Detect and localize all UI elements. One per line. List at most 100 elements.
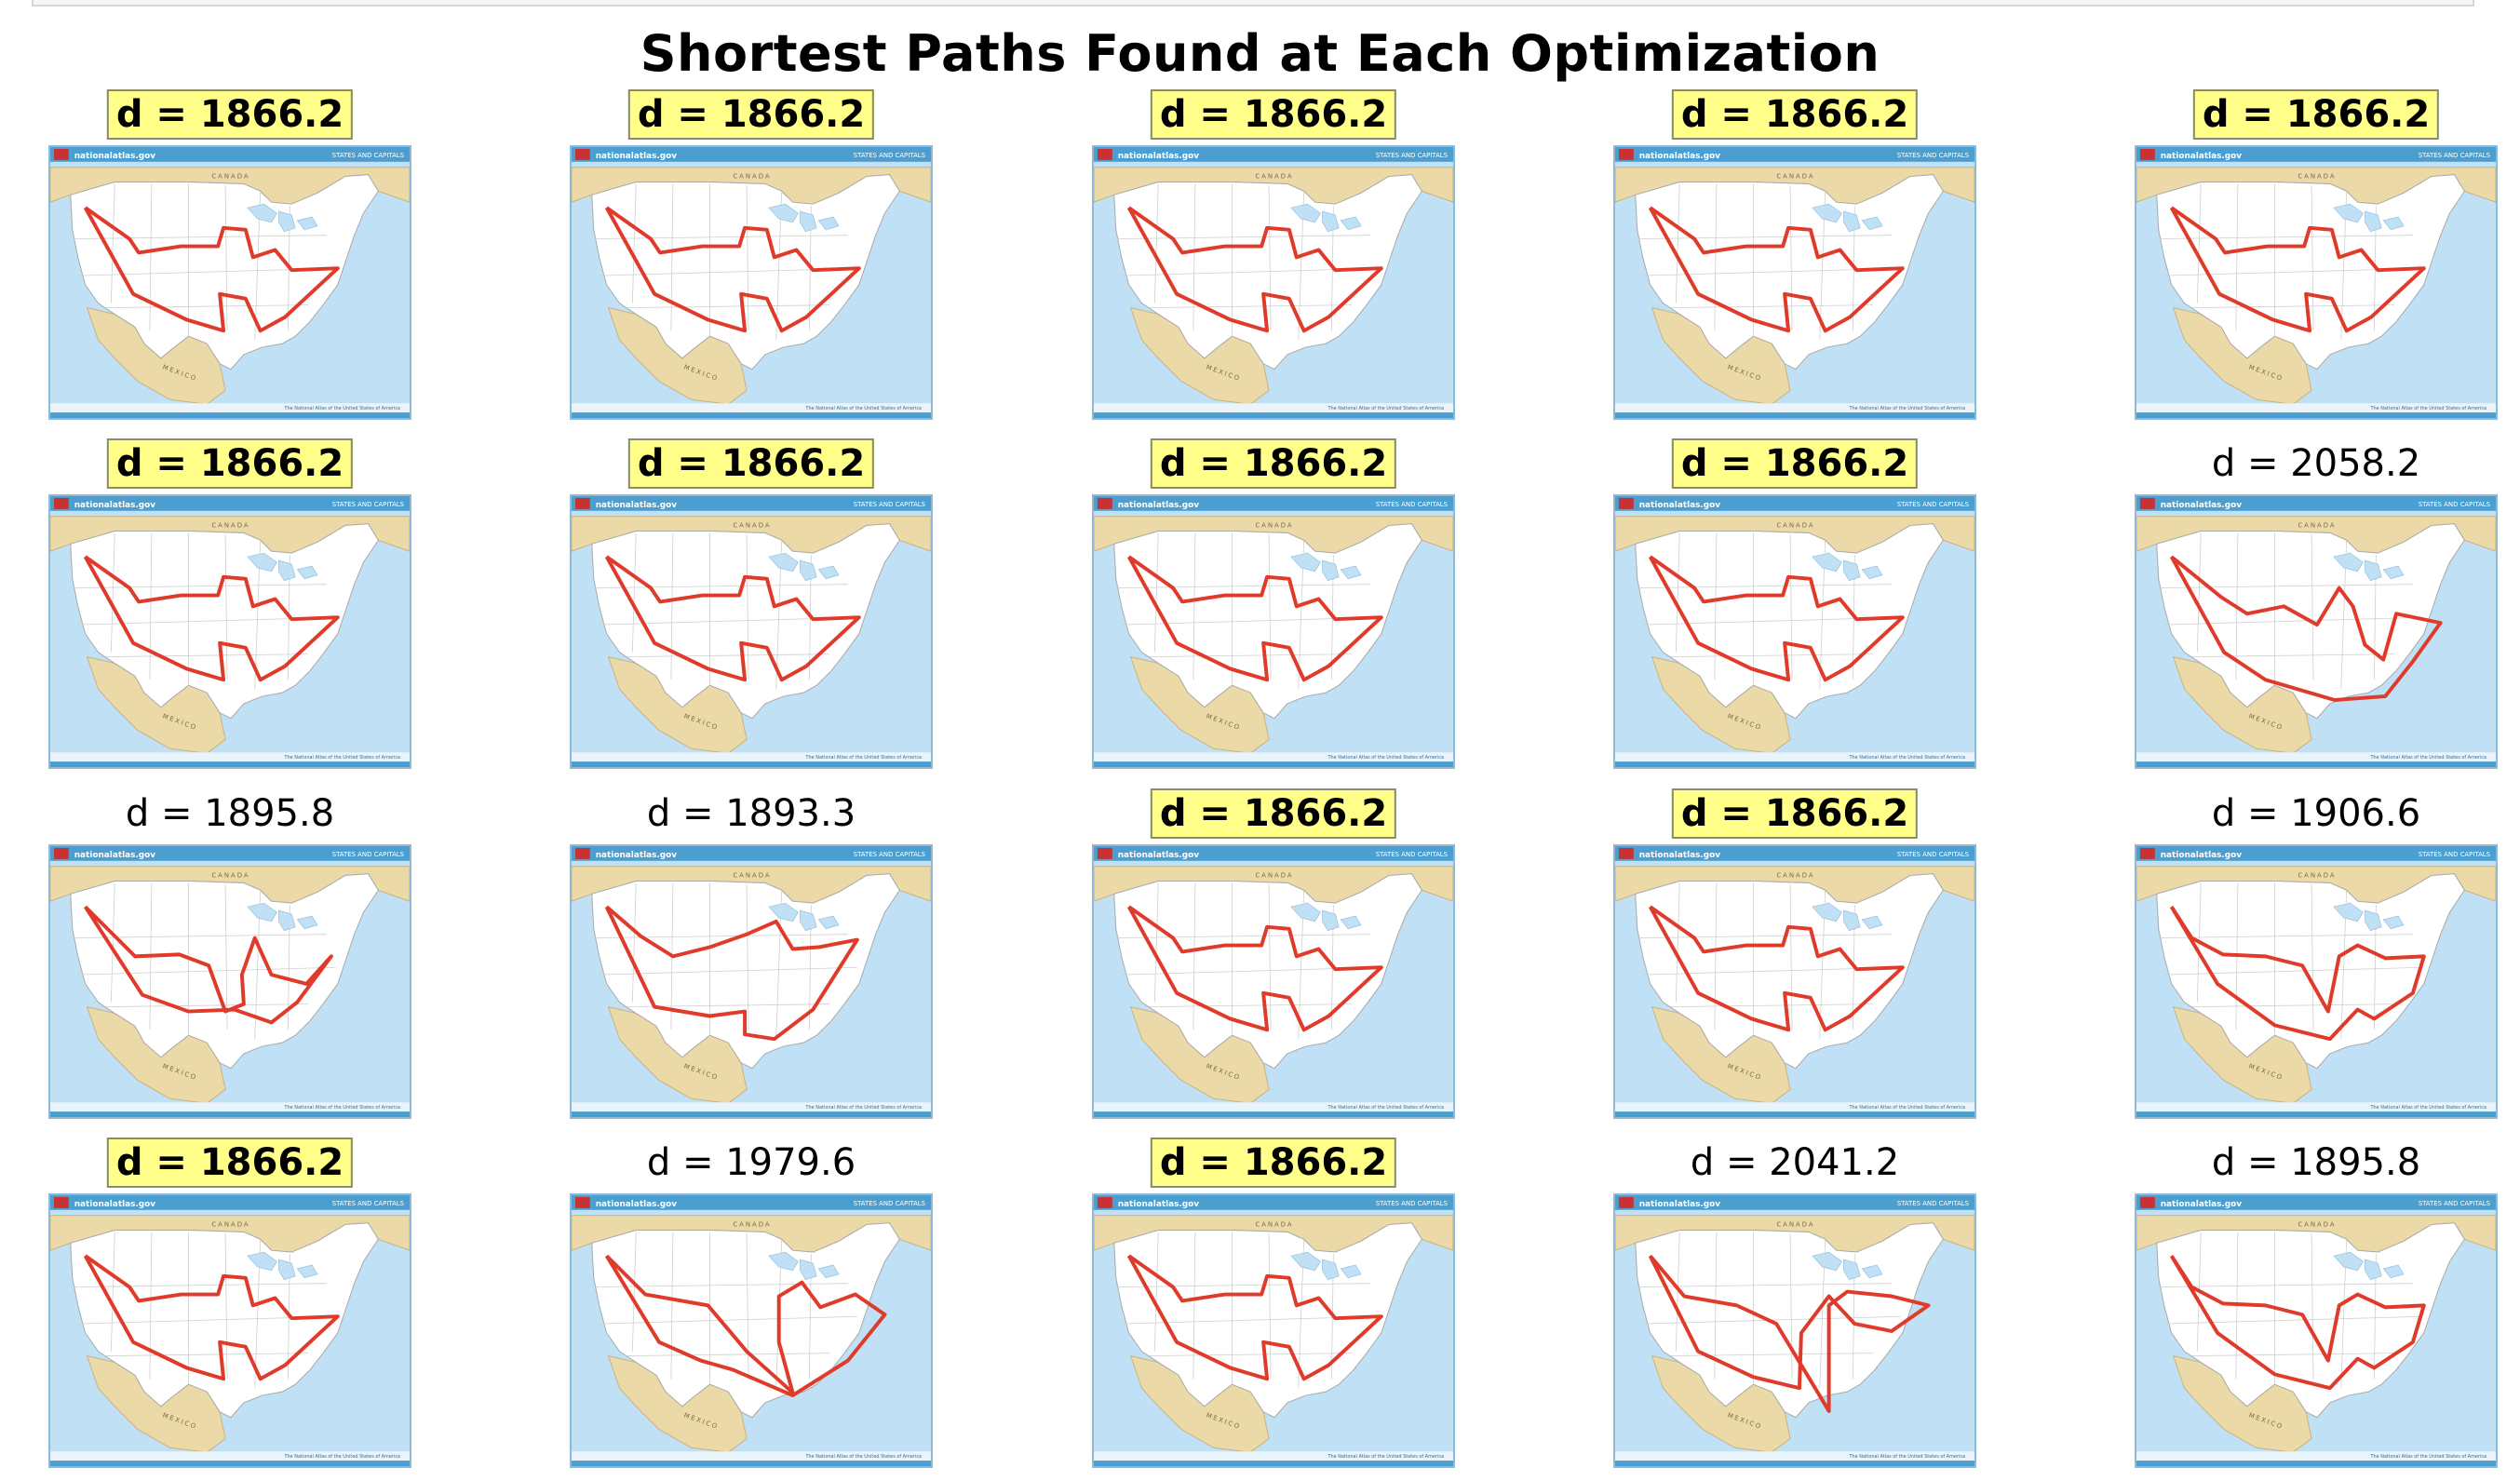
logo-text: nationalatlas.gov: [596, 501, 678, 510]
logo-text: nationalatlas.gov: [1118, 501, 1200, 510]
map-panel: d = 1866.2 nationalatlas.gov STATES AND CA…: [1092, 438, 1455, 774]
logo-text: nationalatlas.gov: [1118, 851, 1200, 860]
logo-text: nationalatlas.gov: [2161, 501, 2243, 510]
map-panel: d = 1866.2 nationalatlas.gov STATES AND CA…: [1092, 89, 1455, 424]
logo-text: nationalatlas.gov: [596, 152, 678, 161]
us-map-thumbnail: nationalatlas.gov STATES AND CAPITALS CANA…: [1613, 494, 1976, 769]
route-path: [1648, 555, 1905, 682]
canada-label: CANADA: [211, 1221, 249, 1229]
distance-label: d = 1866.2: [106, 89, 354, 140]
footer-text: The National Atlas of the United States …: [1849, 406, 1966, 411]
logo-icon: [1097, 497, 1112, 509]
canada-label: CANADA: [211, 522, 249, 530]
footer-text: The National Atlas of the United States …: [1327, 755, 1445, 761]
route-path: [1648, 206, 1905, 333]
footer-text: The National Atlas of the United States …: [2370, 755, 2487, 761]
logo-icon: [1097, 847, 1112, 859]
logo-icon: [53, 1196, 69, 1208]
logo-icon: [1618, 148, 1634, 160]
header-text: STATES AND CAPITALS: [854, 152, 925, 159]
map-panel: d = 1866.2 nationalatlas.gov STATES AND CA…: [48, 89, 411, 424]
footer-text: The National Atlas of the United States …: [1849, 755, 1966, 761]
logo-icon: [53, 148, 69, 160]
us-map-thumbnail: nationalatlas.gov STATES AND CAPITALS CANA…: [570, 844, 933, 1119]
map-svg: nationalatlas.gov STATES AND CAPITALS CANA…: [1615, 496, 1974, 767]
logo-text: nationalatlas.gov: [74, 152, 156, 161]
header-text: STATES AND CAPITALS: [854, 851, 925, 858]
route-path: [83, 1254, 340, 1381]
logo-text: nationalatlas.gov: [1639, 152, 1721, 161]
logo-icon: [1618, 847, 1634, 859]
route-path: [1126, 905, 1383, 1032]
route-path: [2169, 555, 2443, 702]
map-svg: nationalatlas.gov STATES AND CAPITALS CANA…: [50, 846, 410, 1117]
logo-icon: [574, 148, 590, 160]
map-panel: d = 2041.2 nationalatlas.gov STATES AND CA…: [1613, 1138, 1976, 1473]
canada-label: CANADA: [2298, 173, 2336, 181]
logo-text: nationalatlas.gov: [596, 1200, 678, 1209]
canada-label: CANADA: [2298, 522, 2336, 530]
footer-text: The National Atlas of the United States …: [805, 755, 923, 761]
map-svg: nationalatlas.gov STATES AND CAPITALS CANA…: [2136, 496, 2496, 767]
logo-icon: [1097, 1196, 1112, 1208]
distance-label: d = 2058.2: [2211, 442, 2421, 485]
canada-label: CANADA: [733, 872, 771, 880]
logo-text: nationalatlas.gov: [2161, 1200, 2243, 1209]
distance-label: d = 1866.2: [106, 438, 354, 489]
distance-label: d = 1866.2: [627, 89, 875, 140]
logo-icon: [2139, 847, 2155, 859]
canada-label: CANADA: [733, 522, 771, 530]
route-path: [604, 1254, 887, 1398]
header-text: STATES AND CAPITALS: [2419, 851, 2490, 858]
logo-text: nationalatlas.gov: [74, 1200, 156, 1209]
distance-label: d = 1866.2: [106, 1138, 354, 1188]
top-scroll-strip: [32, 0, 2474, 7]
map-panel: d = 1866.2 nationalatlas.gov STATES AND CA…: [1613, 438, 1976, 774]
footer-text: The National Atlas of the United States …: [1849, 1105, 1966, 1111]
header-text: STATES AND CAPITALS: [1376, 1200, 1448, 1207]
route-path: [1126, 555, 1383, 682]
footer-text: The National Atlas of the United States …: [284, 1454, 401, 1460]
map-panel: d = 1866.2 nationalatlas.gov STATES AND CA…: [1092, 1138, 1455, 1473]
map-panel: d = 1906.6 nationalatlas.gov STATES AND CA…: [2135, 788, 2498, 1124]
footer-text: The National Atlas of the United States …: [1849, 1454, 1966, 1460]
us-map-thumbnail: nationalatlas.gov STATES AND CAPITALS CANA…: [2135, 145, 2498, 420]
map-panel: d = 1866.2 nationalatlas.gov STATES AND CA…: [1613, 788, 1976, 1124]
map-panel: d = 2058.2 nationalatlas.gov STATES AND CA…: [2135, 438, 2498, 774]
header-text: STATES AND CAPITALS: [2419, 501, 2490, 508]
footer-text: The National Atlas of the United States …: [2370, 1454, 2487, 1460]
logo-text: nationalatlas.gov: [1639, 501, 1721, 510]
map-panel: d = 1866.2 nationalatlas.gov STATES AND CA…: [570, 438, 933, 774]
logo-icon: [2139, 497, 2155, 509]
header-text: STATES AND CAPITALS: [2419, 1200, 2490, 1207]
map-panel: d = 1895.8 nationalatlas.gov STATES AND CA…: [48, 788, 411, 1124]
map-svg: nationalatlas.gov STATES AND CAPITALS CANA…: [1615, 147, 1974, 418]
map-svg: nationalatlas.gov STATES AND CAPITALS CANA…: [1094, 846, 1453, 1117]
canada-label: CANADA: [211, 173, 249, 181]
map-panel: d = 1866.2 nationalatlas.gov STATES AND CA…: [1613, 89, 1976, 424]
us-map-thumbnail: nationalatlas.gov STATES AND CAPITALS CANA…: [48, 1193, 411, 1468]
route-path: [1126, 206, 1383, 333]
header-text: STATES AND CAPITALS: [332, 851, 404, 858]
footer-text: The National Atlas of the United States …: [2370, 406, 2487, 411]
logo-icon: [2139, 1196, 2155, 1208]
route-path: [83, 905, 333, 1025]
map-panel: d = 1866.2 nationalatlas.gov STATES AND CA…: [1092, 788, 1455, 1124]
distance-label: d = 1866.2: [1150, 89, 1397, 140]
canada-label: CANADA: [1776, 173, 1814, 181]
map-svg: nationalatlas.gov STATES AND CAPITALS CANA…: [2136, 147, 2496, 418]
canada-label: CANADA: [1776, 872, 1814, 880]
logo-text: nationalatlas.gov: [74, 851, 156, 860]
header-text: STATES AND CAPITALS: [2419, 152, 2490, 159]
us-map-thumbnail: nationalatlas.gov STATES AND CAPITALS CANA…: [570, 494, 933, 769]
logo-icon: [1618, 497, 1634, 509]
header-text: STATES AND CAPITALS: [332, 501, 404, 508]
header-text: STATES AND CAPITALS: [332, 1200, 404, 1207]
distance-label: d = 1866.2: [2192, 89, 2440, 140]
logo-text: nationalatlas.gov: [1639, 851, 1721, 860]
map-panel: d = 1893.3 nationalatlas.gov STATES AND CA…: [570, 788, 933, 1124]
distance-label: d = 1866.2: [1671, 438, 1919, 489]
logo-text: nationalatlas.gov: [2161, 152, 2243, 161]
footer-text: The National Atlas of the United States …: [1327, 406, 1445, 411]
canada-label: CANADA: [733, 1221, 771, 1229]
